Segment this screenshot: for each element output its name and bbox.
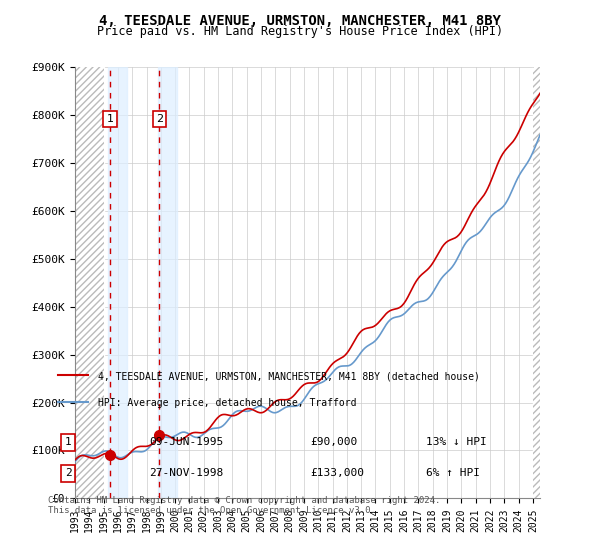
4, TEESDALE AVENUE, URMSTON, MANCHESTER, M41 8BY (detached house)	[71, 456, 79, 463]
Line: 4, TEESDALE AVENUE, URMSTON, MANCHESTER, M41 8BY (detached house): 4, TEESDALE AVENUE, URMSTON, MANCHESTER,…	[75, 94, 540, 460]
4, TEESDALE AVENUE, URMSTON, MANCHESTER, M41 8BY (detached house)	[292, 390, 299, 396]
Text: £133,000: £133,000	[310, 468, 364, 478]
HPI: Average price, detached house, Trafford: (2.01e+03, 2.49e+05): Average price, detached house, Trafford:…	[323, 376, 330, 382]
4, TEESDALE AVENUE, URMSTON, MANCHESTER, M41 8BY (detached house)	[295, 386, 302, 393]
Text: Price paid vs. HM Land Registry's House Price Index (HPI): Price paid vs. HM Land Registry's House …	[97, 25, 503, 38]
4, TEESDALE AVENUE, URMSTON, MANCHESTER, M41 8BY (detached house)	[525, 107, 532, 114]
Text: 13% ↓ HPI: 13% ↓ HPI	[426, 437, 487, 447]
HPI: Average price, detached house, Trafford: (2.01e+03, 2.8e+05): Average price, detached house, Trafford:…	[348, 361, 355, 367]
Text: 2: 2	[156, 114, 163, 124]
HPI: Average price, detached house, Trafford: (2.02e+03, 4.96e+05): Average price, detached house, Trafford:…	[452, 258, 460, 264]
Bar	[75, 67, 104, 498]
Bar	[109, 67, 127, 498]
Text: 1: 1	[106, 114, 113, 124]
Text: 27-NOV-1998: 27-NOV-1998	[149, 468, 223, 478]
Text: HPI: Average price, detached house, Trafford: HPI: Average price, detached house, Traf…	[98, 398, 357, 408]
Bar	[533, 67, 540, 498]
Text: 1: 1	[65, 437, 71, 447]
Text: 09-JUN-1995: 09-JUN-1995	[149, 437, 223, 447]
Text: £90,000: £90,000	[310, 437, 358, 447]
Line: HPI: Average price, detached house, Trafford: HPI: Average price, detached house, Traf…	[75, 135, 540, 461]
Bar	[158, 67, 176, 498]
4, TEESDALE AVENUE, URMSTON, MANCHESTER, M41 8BY (detached house)	[452, 234, 460, 241]
HPI: Average price, detached house, Trafford: (2.01e+03, 1.93e+05): Average price, detached house, Trafford:…	[292, 403, 299, 409]
Text: 4, TEESDALE AVENUE, URMSTON, MANCHESTER, M41 8BY: 4, TEESDALE AVENUE, URMSTON, MANCHESTER,…	[99, 14, 501, 28]
Bar	[533, 67, 540, 498]
HPI: Average price, detached house, Trafford: (2.03e+03, 7.58e+05): Average price, detached house, Trafford:…	[536, 132, 544, 138]
4, TEESDALE AVENUE, URMSTON, MANCHESTER, M41 8BY (detached house)	[536, 90, 544, 97]
HPI: Average price, detached house, Trafford: (2.01e+03, 1.95e+05): Average price, detached house, Trafford:…	[295, 402, 302, 408]
HPI: Average price, detached house, Trafford: (1.99e+03, 7.67e+04): Average price, detached house, Trafford:…	[71, 458, 79, 465]
Bar	[75, 67, 104, 498]
Text: 2: 2	[65, 468, 71, 478]
4, TEESDALE AVENUE, URMSTON, MANCHESTER, M41 8BY (detached house)	[348, 342, 355, 349]
Text: 6% ↑ HPI: 6% ↑ HPI	[426, 468, 480, 478]
4, TEESDALE AVENUE, URMSTON, MANCHESTER, M41 8BY (detached house)	[323, 368, 330, 375]
Text: Contains HM Land Registry data © Crown copyright and database right 2024.
This d: Contains HM Land Registry data © Crown c…	[48, 496, 440, 515]
Text: 4, TEESDALE AVENUE, URMSTON, MANCHESTER, M41 8BY (detached house): 4, TEESDALE AVENUE, URMSTON, MANCHESTER,…	[98, 372, 480, 382]
HPI: Average price, detached house, Trafford: (2.02e+03, 7.05e+05): Average price, detached house, Trafford:…	[525, 157, 532, 164]
